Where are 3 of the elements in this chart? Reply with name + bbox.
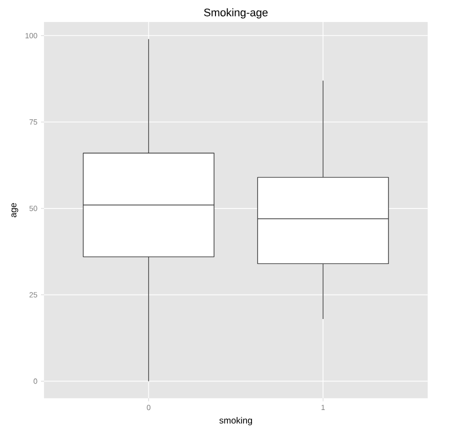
chart-title: Smoking-age bbox=[204, 8, 268, 18]
x-axis-title: smoking bbox=[219, 416, 252, 426]
y-axis-title: age bbox=[11, 203, 18, 218]
